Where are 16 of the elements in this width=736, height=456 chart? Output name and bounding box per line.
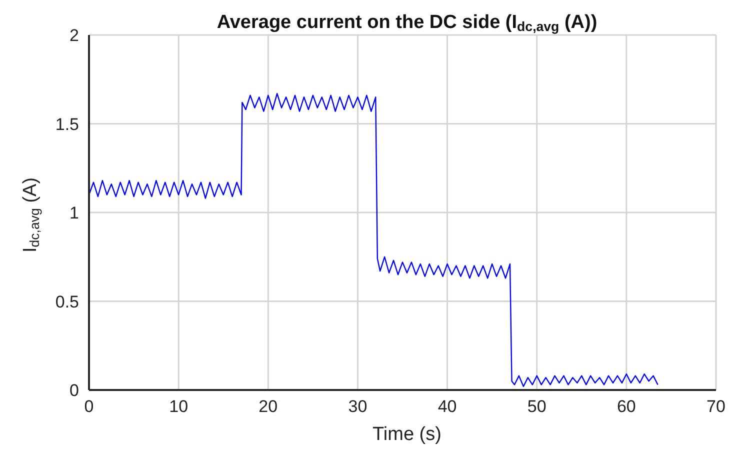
x-tick-label: 0 xyxy=(84,397,94,416)
chart-title: Average current on the DC side (I$_{dc,avg}$ (A)) xyxy=(216,12,598,34)
x-axis-title: Time (s) xyxy=(372,424,442,445)
x-tick-label: 40 xyxy=(438,397,457,416)
x-tick-label: 70 xyxy=(706,397,726,416)
y-tick-label: 2 xyxy=(70,26,79,46)
x-tick-label: 20 xyxy=(258,397,278,416)
line-series xyxy=(89,92,658,388)
y-tick-label: 1.5 xyxy=(55,114,79,134)
x-tick-label: 50 xyxy=(527,397,546,416)
y-tick-label: 0.5 xyxy=(55,292,79,312)
x-tick-label: 30 xyxy=(348,397,368,416)
y-tick-label: 1 xyxy=(70,204,79,223)
y-tick-label: 0 xyxy=(70,381,79,400)
x-tick-label: 60 xyxy=(616,397,636,416)
x-tick-label: 10 xyxy=(169,397,188,416)
